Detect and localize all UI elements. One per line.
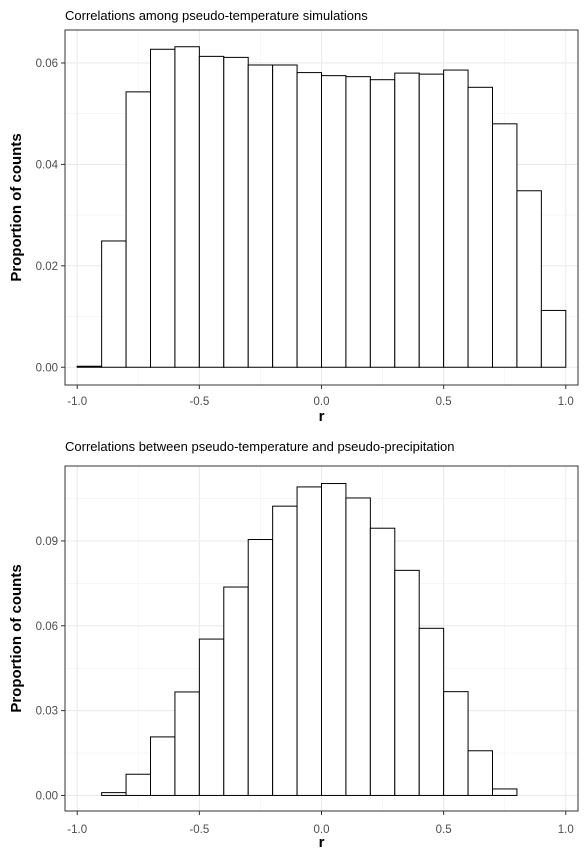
- histogram-bar: [345, 76, 371, 368]
- histogram-bar: [321, 483, 347, 796]
- histogram-bar: [418, 73, 445, 368]
- y-tick-label: 0.06: [36, 58, 58, 70]
- histogram-bar: [492, 788, 518, 796]
- y-tick-label: 0.00: [36, 790, 58, 802]
- histogram-bar: [223, 56, 249, 368]
- histogram-bar: [321, 75, 347, 368]
- x-tick-label: -0.5: [189, 396, 209, 408]
- x-tick-label: 1.0: [558, 396, 574, 408]
- histogram-bar: [198, 638, 225, 796]
- x-axis-title: r: [319, 834, 325, 851]
- histogram-bar: [76, 365, 103, 368]
- histogram-bar: [125, 773, 151, 796]
- y-tick-label: 0.03: [36, 706, 58, 718]
- x-tick-label: -1.0: [67, 824, 87, 836]
- histogram-bar: [247, 64, 274, 368]
- histogram-bar: [394, 72, 420, 368]
- x-tick-label: 1.0: [558, 824, 574, 836]
- histogram-temperature-precipitation: Correlations between pseudo-temperature …: [8, 439, 579, 851]
- histogram-bar: [272, 505, 298, 796]
- histogram-bar: [443, 69, 469, 368]
- histogram-bar: [516, 190, 542, 368]
- histogram-bar: [540, 309, 567, 368]
- x-tick-label: 0.5: [436, 824, 452, 836]
- histogram-bar: [369, 527, 396, 796]
- y-tick-label: 0.00: [36, 362, 58, 374]
- histogram-bar: [467, 750, 494, 796]
- histogram-bar: [369, 79, 396, 368]
- histogram-bar: [492, 123, 518, 368]
- x-tick-label: 0.0: [314, 824, 330, 836]
- histogram-bar: [272, 64, 298, 368]
- histogram-bar: [101, 792, 127, 796]
- histogram-bar: [223, 586, 249, 796]
- x-tick-label: 0.0: [314, 396, 330, 408]
- histogram-bar: [467, 86, 494, 368]
- x-tick-label: -0.5: [189, 824, 209, 836]
- histogram-bar: [174, 691, 200, 796]
- chart-title: Correlations between pseudo-temperature …: [65, 439, 455, 454]
- histogram-bar: [174, 46, 200, 368]
- y-axis-title: Proportion of counts: [8, 564, 25, 712]
- histogram-bar: [418, 627, 445, 796]
- y-tick-label: 0.06: [36, 621, 58, 633]
- histogram-bar: [443, 691, 469, 796]
- x-axis-title: r: [319, 408, 325, 425]
- histogram-bar: [198, 55, 225, 368]
- histogram-temperature-simulations: Correlations among pseudo-temperature si…: [8, 8, 579, 425]
- histogram-bar: [101, 240, 127, 368]
- histogram-bar: [296, 486, 323, 796]
- histogram-bar: [150, 48, 176, 368]
- histogram-bar: [150, 736, 176, 796]
- y-tick-label: 0.09: [36, 536, 58, 548]
- histogram-bar: [247, 539, 274, 796]
- y-axis-title: Proportion of counts: [8, 133, 25, 281]
- histogram-bar: [394, 569, 420, 796]
- histogram-bar: [296, 72, 323, 368]
- y-tick-label: 0.04: [36, 159, 59, 171]
- histogram-bar: [345, 497, 371, 796]
- histogram-bar: [125, 91, 151, 368]
- chart-title: Correlations among pseudo-temperature si…: [65, 8, 368, 23]
- x-tick-label: -1.0: [67, 396, 87, 408]
- x-tick-label: 0.5: [436, 396, 452, 408]
- y-tick-label: 0.02: [36, 261, 58, 273]
